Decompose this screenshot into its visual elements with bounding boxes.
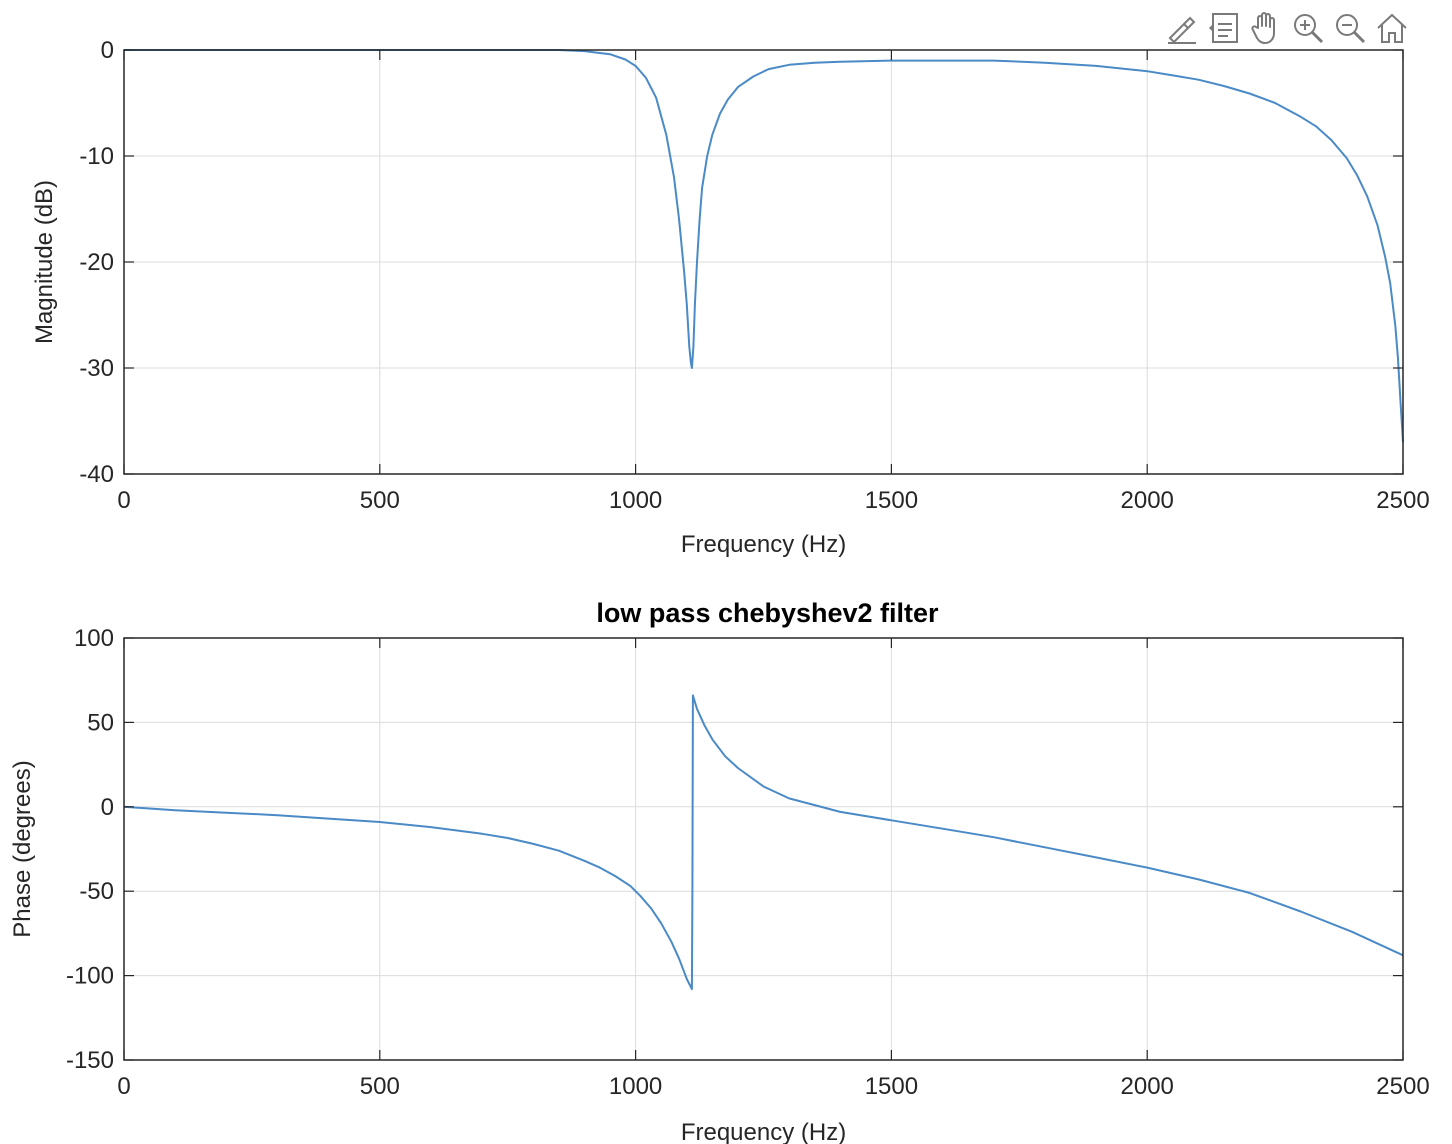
y-tick-label: -100 — [66, 963, 114, 990]
chart-title: low pass chebyshev2 filter — [596, 598, 939, 628]
magnitude-plot[interactable]: 0 500 1000 1500 2000 2500 0 -10 -20 -30 -40 Frequen… — [31, 37, 1430, 558]
plot-area — [124, 638, 1403, 1060]
home-icon — [1377, 13, 1407, 43]
y-tick-label: -40 — [79, 461, 114, 488]
y-axis-label: Phase (degrees) — [9, 760, 36, 937]
series-line — [124, 49, 1404, 443]
x-tick-label: 1500 — [865, 1073, 918, 1100]
zoom-in-button[interactable] — [1288, 6, 1328, 50]
brush-button[interactable] — [1162, 6, 1202, 50]
x-tick-label: 2500 — [1376, 1073, 1429, 1100]
zoom-out-icon — [1336, 14, 1366, 44]
x-axis-label: Frequency (Hz) — [681, 531, 846, 558]
x-tick-label: 1500 — [865, 487, 918, 514]
brush-icon — [1168, 16, 1196, 44]
zoom-out-button[interactable] — [1330, 6, 1370, 50]
phase-plot[interactable]: 0 500 1000 1500 2000 2500100500-50-100-150Fre… — [9, 598, 1430, 1144]
zoom-in-icon — [1294, 14, 1324, 44]
pan-hand-icon — [1251, 12, 1275, 44]
x-tick-label: 500 — [360, 487, 400, 514]
y-tick-label: -30 — [79, 355, 114, 382]
x-tick-label: 500 — [360, 1073, 400, 1100]
x-tick-label: 1000 — [609, 1073, 662, 1100]
y-tick-label: 50 — [87, 709, 114, 736]
pan-button[interactable] — [1246, 6, 1286, 50]
y-tick-label: -20 — [79, 249, 114, 276]
x-tick-label: 0 — [117, 487, 130, 514]
y-tick-label: 0 — [101, 37, 114, 64]
x-tick-label: 2000 — [1121, 1073, 1174, 1100]
series-line — [123, 694, 1404, 991]
home-button[interactable] — [1372, 6, 1412, 50]
y-tick-label: 100 — [74, 625, 114, 652]
axes-toolbar — [1162, 6, 1412, 50]
y-axis-label: Magnitude (dB) — [31, 180, 58, 344]
datatip-button[interactable] — [1204, 6, 1244, 50]
datatip-icon — [1209, 13, 1238, 43]
y-tick-label: -50 — [79, 878, 114, 905]
x-tick-label: 2000 — [1121, 487, 1174, 514]
y-tick-label: -10 — [79, 143, 114, 170]
x-tick-label: 2500 — [1376, 487, 1429, 514]
y-tick-label: -150 — [66, 1047, 114, 1074]
x-tick-label: 0 — [117, 1073, 130, 1100]
x-tick-label: 1000 — [609, 487, 662, 514]
y-tick-label: 0 — [101, 794, 114, 821]
axes-box — [123, 637, 1404, 1061]
x-axis-label: Frequency (Hz) — [681, 1119, 846, 1144]
